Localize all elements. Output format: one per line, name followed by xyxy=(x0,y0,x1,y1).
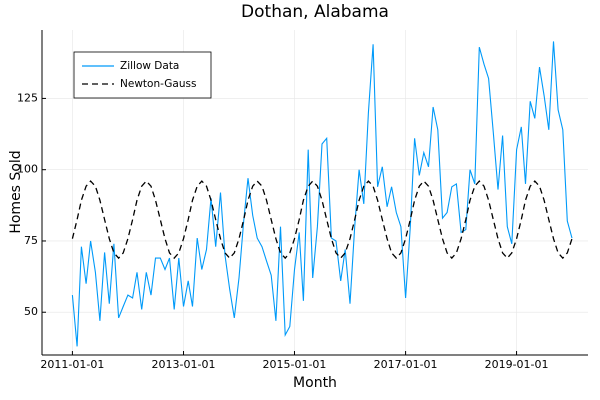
y-tick-label: 100 xyxy=(17,163,38,176)
x-tick-label: 2015-01-01 xyxy=(263,358,327,371)
legend-label: Newton-Gauss xyxy=(120,78,196,90)
y-tick-label: 125 xyxy=(17,91,38,104)
data-line xyxy=(71,41,573,347)
x-tick-label: 2019-01-01 xyxy=(485,358,549,371)
y-tick-label: 75 xyxy=(24,234,38,247)
data-line xyxy=(71,180,573,260)
x-axis-label: Month xyxy=(293,375,337,391)
legend-label: Zillow Data xyxy=(120,60,179,72)
legend-box xyxy=(73,51,212,99)
x-tick-label: 2017-01-01 xyxy=(374,358,438,371)
x-tick-label: 2013-01-01 xyxy=(152,358,216,371)
y-tick-label: 50 xyxy=(24,305,38,318)
y-axis-label: Homes Sold xyxy=(8,150,24,233)
chart-title: Dothan, Alabama xyxy=(241,2,389,22)
x-tick-label: 2011-01-01 xyxy=(40,358,104,371)
